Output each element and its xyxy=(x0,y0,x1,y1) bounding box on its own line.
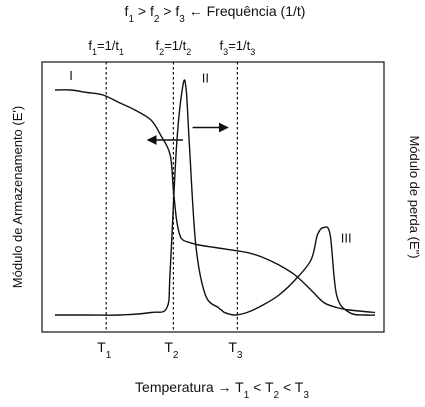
plot-frame xyxy=(41,61,385,333)
curve-label-2: II xyxy=(202,71,209,86)
frequency-lines: f1=1/t1 T1 f2=1/t2 T2 f3=1/t3 T3 xyxy=(88,38,255,361)
frequency-header: f1 > f2 > f3 ← Frequência (1/t) xyxy=(125,3,306,25)
vline-top-label-3: f3=1/t3 xyxy=(220,38,256,57)
vline-top-label-2: f2=1/t2 xyxy=(156,38,192,57)
series-line-2 xyxy=(55,79,376,316)
vline-bottom-label-1: T1 xyxy=(97,339,112,361)
vline-bottom-label-2: T2 xyxy=(164,339,179,361)
shift-arrows xyxy=(146,122,229,145)
curve-label-1: I xyxy=(69,68,73,83)
y-axis-title: Módulo de Armazenamento (E') xyxy=(10,106,25,288)
curve-label-3: III xyxy=(341,231,352,246)
x-axis-title: Temperatura → T1 < T2 < T3 xyxy=(135,379,309,401)
series-line-1 xyxy=(54,89,376,314)
y2-axis-title: Módulo de perda (E") xyxy=(407,135,422,258)
vline-top-label-1: f1=1/t1 xyxy=(88,38,124,57)
vline-bottom-label-3: T3 xyxy=(228,339,243,361)
curves xyxy=(54,79,376,316)
